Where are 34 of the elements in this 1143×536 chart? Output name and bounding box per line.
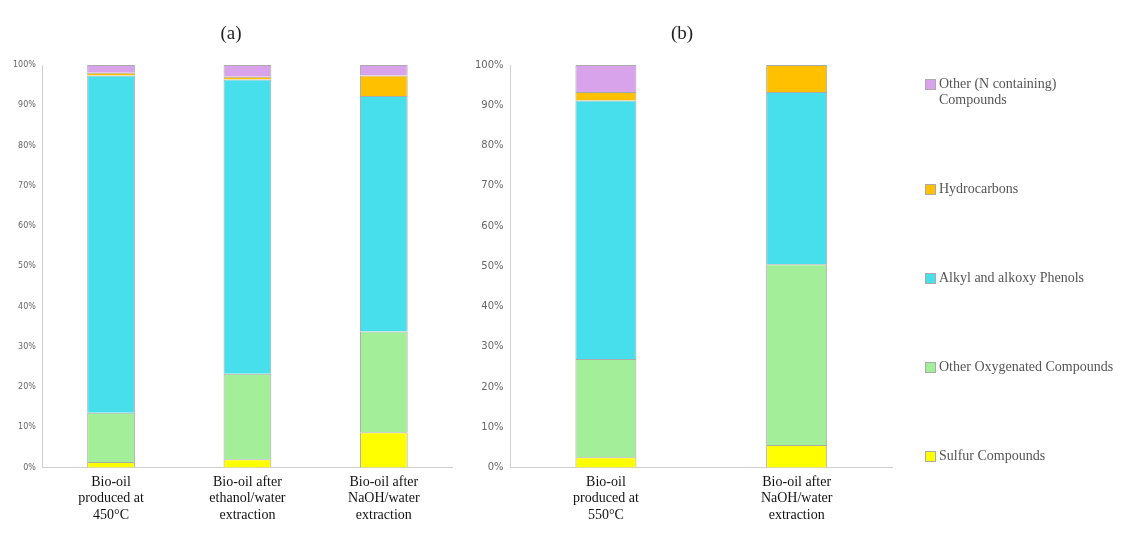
y-tick-label: 0%	[23, 462, 37, 472]
chart-title: (b)	[669, 22, 695, 44]
x-tick-label: Bio-oil produced at 550°C	[573, 473, 639, 523]
y-tick-label: 20%	[18, 382, 37, 392]
y-tick-label: 100%	[475, 58, 504, 70]
y-tick-label: 50%	[18, 261, 37, 271]
y-tick-label: 100%	[13, 60, 37, 70]
chart-title: (a)	[219, 22, 243, 44]
y-tick-label: 60%	[18, 221, 37, 231]
y-tick-label: 60%	[481, 219, 504, 231]
x-tick-label: Bio-oil after ethanol/water extraction	[209, 473, 286, 523]
y-tick-label: 50%	[481, 259, 504, 271]
y-tick-label: 30%	[481, 340, 504, 352]
legend-label: Other Oxygenated Compounds	[939, 358, 1114, 375]
x-tick-label: Bio-oil after NaOH/water extraction	[348, 473, 420, 523]
y-tick-label: 90%	[18, 100, 37, 110]
y-tick-label: 70%	[18, 180, 37, 190]
y-tick-label: 80%	[481, 139, 504, 151]
x-tick-label: Bio-oil after NaOH/water extraction	[760, 473, 833, 523]
y-tick-label: 20%	[481, 380, 504, 392]
y-tick-label: 70%	[481, 179, 504, 191]
y-tick-label: 0%	[487, 461, 504, 473]
legend-label: Sulfur Compounds	[939, 447, 1046, 464]
y-tick-label: 40%	[481, 300, 504, 312]
legend-label: Hydrocarbons	[939, 181, 1019, 198]
y-tick-label: 30%	[18, 341, 37, 351]
legend-label: Other (N containing) Compounds	[939, 76, 1058, 109]
y-tick-label: 10%	[18, 422, 37, 432]
y-tick-label: 10%	[481, 420, 504, 432]
y-tick-label: 40%	[18, 301, 37, 311]
x-tick-label: Bio-oil produced at 450°C	[78, 473, 145, 523]
y-tick-label: 90%	[481, 98, 504, 110]
legend-label: Alkyl and alkoxy Phenols	[939, 269, 1085, 286]
y-tick-label: 80%	[18, 140, 37, 150]
